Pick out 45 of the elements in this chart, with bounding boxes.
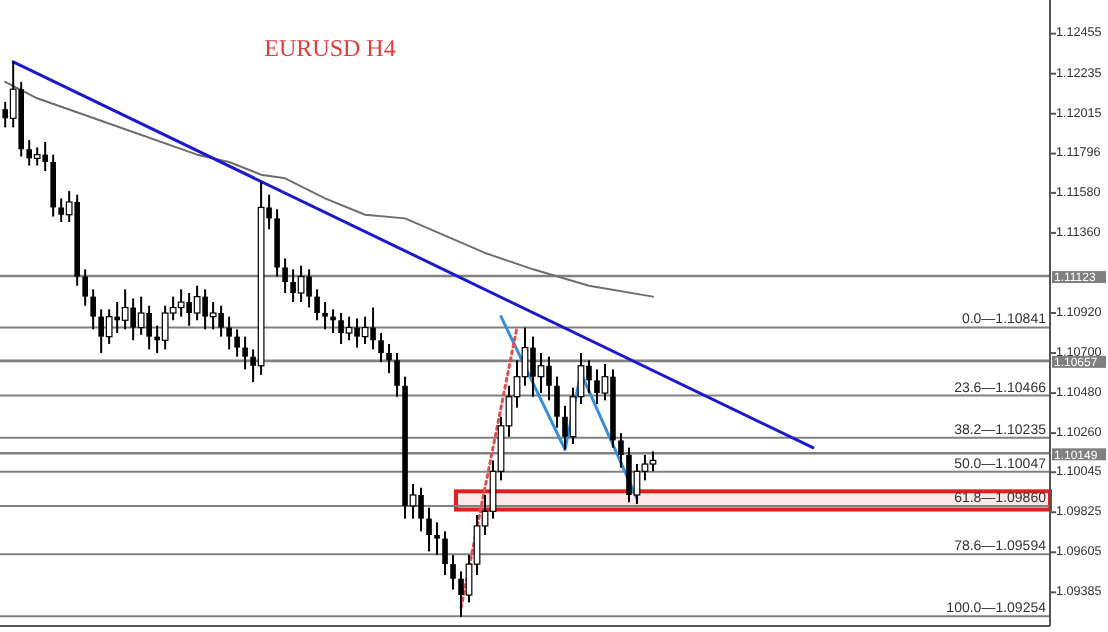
candlestick [209, 301, 217, 331]
candlestick [442, 530, 448, 577]
candlestick [42, 140, 48, 173]
candlestick [306, 268, 312, 309]
candlestick [386, 342, 392, 375]
candlestick [418, 486, 424, 533]
candlestick [562, 404, 568, 451]
candlestick [450, 554, 456, 591]
line-series [4, 80, 654, 298]
candlestick [426, 506, 432, 553]
candlestick [90, 288, 96, 331]
candlestick [394, 352, 400, 398]
candlestick [586, 359, 592, 395]
candlestick [146, 304, 152, 351]
candlestick [234, 328, 240, 358]
candlestick [322, 301, 328, 331]
candlestick [82, 268, 88, 307]
text: EURUSD H4 [264, 34, 396, 62]
candlestick [161, 304, 169, 351]
candlestick [177, 288, 185, 318]
candlestick [242, 335, 248, 371]
candlestick [297, 264, 305, 304]
line-series [499, 315, 639, 501]
candlestick [218, 304, 224, 338]
candlestick [330, 308, 336, 335]
candlestick [193, 284, 201, 322]
candlestick [50, 153, 56, 218]
candlestick [649, 450, 657, 473]
candlestick [546, 355, 552, 402]
candlestick [458, 570, 464, 618]
candlestick [594, 368, 600, 405]
candlestick [226, 315, 232, 351]
candlestick [105, 308, 113, 345]
candlestick [370, 306, 376, 351]
candlestick [626, 446, 632, 504]
candlestick [378, 332, 384, 364]
candlestick [345, 315, 353, 342]
candlestick [618, 432, 624, 469]
candlestick [33, 146, 41, 167]
candlestick [361, 315, 369, 345]
candlestick [314, 288, 320, 322]
candlestick [434, 521, 440, 557]
candlestick [282, 257, 288, 294]
candlestick [530, 335, 536, 398]
candlestick [554, 375, 560, 429]
